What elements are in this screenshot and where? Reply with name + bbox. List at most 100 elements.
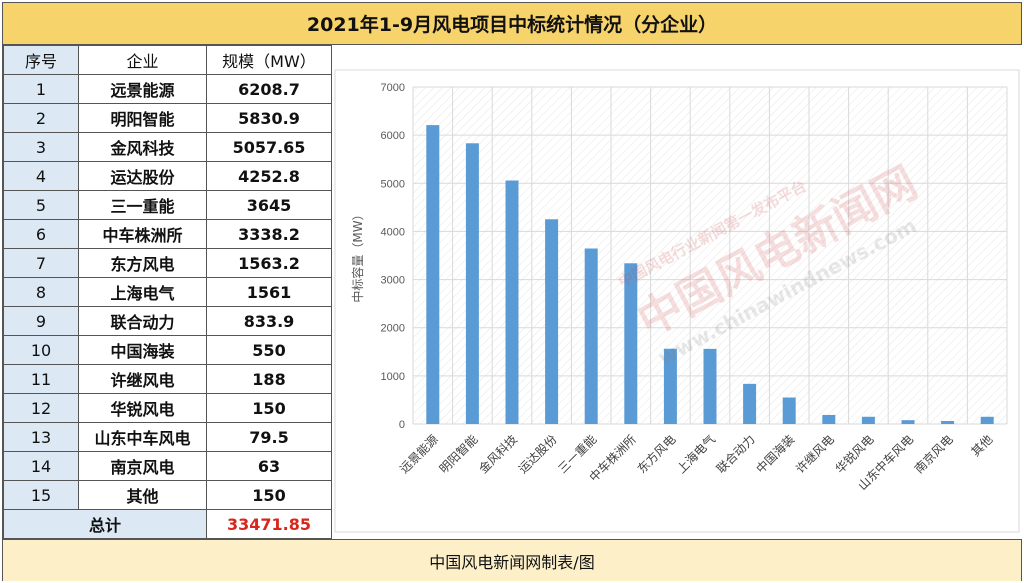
row-index: 2 bbox=[3, 103, 79, 133]
row-capacity: 188 bbox=[206, 364, 332, 394]
row-capacity: 63 bbox=[206, 451, 332, 481]
row-capacity: 6208.7 bbox=[206, 74, 332, 104]
row-capacity: 1563.2 bbox=[206, 248, 332, 278]
table-row: 12 华锐风电 150 bbox=[3, 393, 332, 423]
bar bbox=[980, 416, 994, 424]
data-table: 序号 企业 规模（MW） 1 远景能源 6208.7 2 明阳智能 5830.9 3 金风科技… bbox=[3, 45, 332, 539]
row-company: 山东中车风电 bbox=[78, 422, 207, 452]
row-index: 9 bbox=[3, 306, 79, 336]
row-capacity: 3338.2 bbox=[206, 219, 332, 249]
chart-area-border bbox=[334, 69, 1020, 533]
row-capacity: 5057.65 bbox=[206, 132, 332, 162]
table-row: 13 山东中车风电 79.5 bbox=[3, 422, 332, 452]
table-row: 14 南京风电 63 bbox=[3, 451, 332, 481]
chart-svg: 0 1000 2000 3000 4000 5000 6000 7000 中标容量（MW） 远景能… bbox=[334, 69, 1020, 533]
footer-caption: 中国风电新闻网制表/图 bbox=[3, 539, 1021, 581]
row-index: 8 bbox=[3, 277, 79, 307]
row-index: 6 bbox=[3, 219, 79, 249]
bar-chart: 0 1000 2000 3000 4000 5000 6000 7000 中标容量（MW） 远景能… bbox=[331, 45, 1022, 539]
y-tick-label: 2000 bbox=[381, 323, 405, 335]
table-row: 8 上海电气 1561 bbox=[3, 277, 332, 307]
row-index: 5 bbox=[3, 190, 79, 220]
table-row: 4 运达股份 4252.8 bbox=[3, 161, 332, 191]
bar bbox=[941, 420, 955, 424]
row-index: 12 bbox=[3, 393, 79, 423]
x-tick-label: 许继风电 bbox=[793, 432, 837, 476]
row-company: 南京风电 bbox=[78, 451, 207, 481]
bar bbox=[545, 219, 559, 424]
row-index: 14 bbox=[3, 451, 79, 481]
x-tick-label: 其他 bbox=[968, 432, 995, 459]
y-tick-label: 5000 bbox=[381, 178, 405, 190]
row-company: 金风科技 bbox=[78, 132, 207, 162]
table-row: 5 三一重能 3645 bbox=[3, 190, 332, 220]
row-capacity: 150 bbox=[206, 480, 332, 510]
total-label: 总计 bbox=[3, 509, 207, 539]
x-tick-label: 南京风电 bbox=[911, 432, 956, 477]
row-index: 11 bbox=[3, 364, 79, 394]
y-tick-label: 3000 bbox=[381, 275, 405, 287]
x-tick-label: 中国海装 bbox=[753, 432, 798, 477]
row-capacity: 1561 bbox=[206, 277, 332, 307]
column-header-company: 企业 bbox=[78, 45, 207, 75]
row-capacity: 150 bbox=[206, 393, 332, 423]
table-row: 1 远景能源 6208.7 bbox=[3, 74, 332, 104]
row-company: 三一重能 bbox=[78, 190, 207, 220]
y-tick-label: 1000 bbox=[381, 371, 405, 383]
row-company: 明阳智能 bbox=[78, 103, 207, 133]
row-company: 华锐风电 bbox=[78, 393, 207, 423]
row-capacity: 3645 bbox=[206, 190, 332, 220]
row-index: 7 bbox=[3, 248, 79, 278]
row-capacity: 4252.8 bbox=[206, 161, 332, 191]
table-row: 10 中国海装 550 bbox=[3, 335, 332, 365]
row-company: 中国海装 bbox=[78, 335, 207, 365]
y-axis-label: 中标容量（MW） bbox=[350, 208, 365, 302]
row-capacity: 833.9 bbox=[206, 306, 332, 336]
table-row: 9 联合动力 833.9 bbox=[3, 306, 332, 336]
y-tick-label: 4000 bbox=[381, 226, 405, 238]
x-tick-label: 上海电气 bbox=[674, 432, 719, 477]
row-index: 4 bbox=[3, 161, 79, 191]
row-index: 13 bbox=[3, 422, 79, 452]
row-company: 其他 bbox=[78, 480, 207, 510]
total-value: 33471.85 bbox=[206, 509, 332, 539]
row-company: 远景能源 bbox=[78, 74, 207, 104]
bar bbox=[426, 125, 440, 424]
bar bbox=[624, 263, 638, 424]
row-capacity: 550 bbox=[206, 335, 332, 365]
table-row: 15 其他 150 bbox=[3, 480, 332, 510]
bar bbox=[465, 143, 479, 424]
table-row: 11 许继风电 188 bbox=[3, 364, 332, 394]
table-row: 7 东方风电 1563.2 bbox=[3, 248, 332, 278]
y-tick-label: 0 bbox=[399, 419, 405, 431]
column-header-capacity: 规模（MW） bbox=[206, 45, 332, 75]
x-tick-label: 联合动力 bbox=[713, 432, 758, 477]
y-tick-label: 7000 bbox=[381, 82, 405, 94]
row-company: 中车株洲所 bbox=[78, 219, 207, 249]
row-index: 10 bbox=[3, 335, 79, 365]
column-header-index: 序号 bbox=[3, 45, 79, 75]
x-tick-label: 远景能源 bbox=[397, 432, 441, 476]
y-tick-label: 6000 bbox=[381, 130, 405, 142]
row-company: 运达股份 bbox=[78, 161, 207, 191]
row-company: 东方风电 bbox=[78, 248, 207, 278]
bar bbox=[584, 248, 598, 424]
x-tick-label: 东方风电 bbox=[634, 432, 679, 477]
row-company: 上海电气 bbox=[78, 277, 207, 307]
bar bbox=[782, 397, 796, 424]
table-row: 6 中车株洲所 3338.2 bbox=[3, 219, 332, 249]
bar bbox=[861, 416, 875, 424]
table-row: 3 金风科技 5057.65 bbox=[3, 132, 332, 162]
row-company: 许继风电 bbox=[78, 364, 207, 394]
row-index: 3 bbox=[3, 132, 79, 162]
row-capacity: 5830.9 bbox=[206, 103, 332, 133]
bar bbox=[505, 180, 519, 424]
table-row: 2 明阳智能 5830.9 bbox=[3, 103, 332, 133]
x-tick-label: 运达股份 bbox=[516, 432, 560, 476]
bar bbox=[703, 348, 717, 424]
x-tick-label: 金风科技 bbox=[476, 432, 521, 477]
bar bbox=[663, 348, 677, 424]
table-total-row: 总计 33471.85 bbox=[3, 509, 332, 539]
row-index: 1 bbox=[3, 74, 79, 104]
